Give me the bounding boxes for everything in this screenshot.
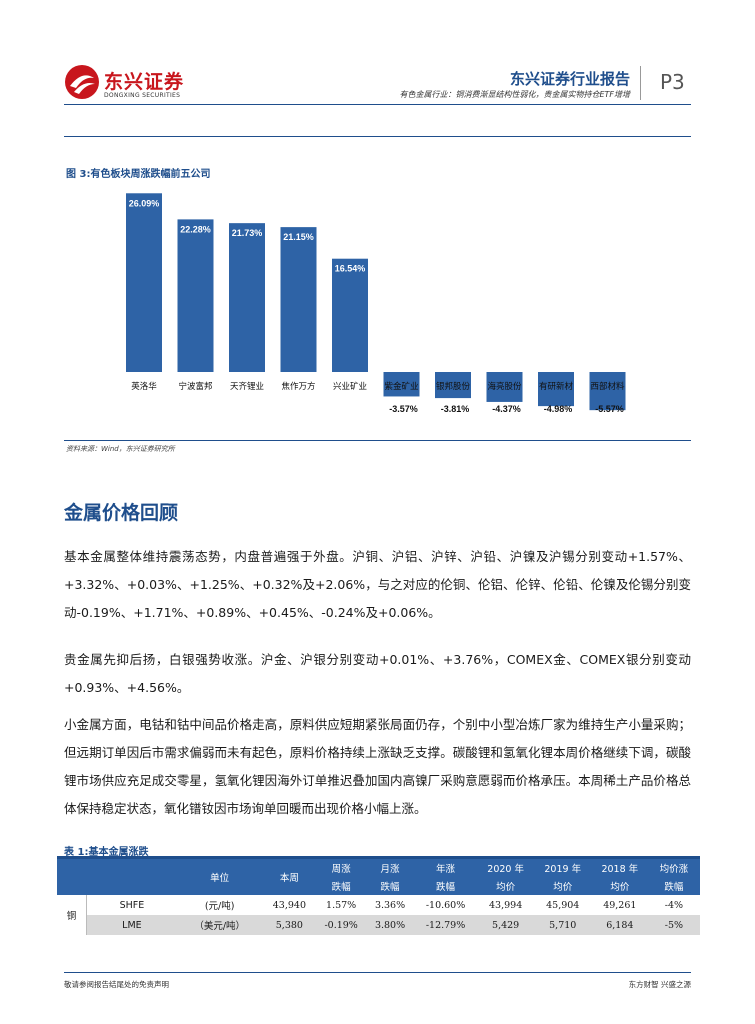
category-label: 银邦股份 <box>436 381 471 392</box>
cell-month: 3.36% <box>374 899 406 911</box>
bar-chart: 26.09% 英洛华 22.28% 宁波富邦 21.73% 天齐锂业 21.15% 焦作万方 1… <box>126 193 626 414</box>
cell-2019: 45,904 <box>546 899 580 911</box>
header-month-sub: 跌幅 <box>366 877 414 895</box>
metal-label: 铜 <box>57 895 88 935</box>
report-title: 东兴证券行业报告 <box>509 70 630 88</box>
header-2019-sub: 均价 <box>534 877 592 895</box>
section-title: 金属价格回顾 <box>64 502 179 524</box>
cell-current: 5,380 <box>262 915 317 935</box>
bar-1 <box>177 219 214 372</box>
cell-unit: (元/吨) <box>204 901 235 912</box>
header-year-sub: 跌幅 <box>413 877 478 895</box>
header-2020: 2020 年 <box>477 859 535 877</box>
cell-month: 3.80% <box>366 915 414 935</box>
footer-rule <box>64 972 691 973</box>
bar-7 <box>486 372 523 402</box>
category-label: 紫金矿业 <box>384 381 418 392</box>
header-2018: 2018 年 <box>591 859 649 877</box>
category-label: 英洛华 <box>131 381 157 392</box>
bar-value-label: 26.09% <box>129 198 160 208</box>
bar-value-label: -3.81% <box>441 404 470 414</box>
paragraph-minor-metals: 小金属方面，电钴和钴中间品价格走高，原料供应短期紧张局面仍存，个别中小型冶炼厂家… <box>64 717 691 816</box>
cell-avg: -4% <box>664 899 684 911</box>
header-unit: 单位 <box>176 859 263 895</box>
header-divider <box>640 66 641 100</box>
cell-current: 43,940 <box>272 899 306 911</box>
logo-text-cn: 东兴证券 <box>104 71 185 93</box>
bar-8 <box>538 372 574 407</box>
figure-source: 资料来源：Wind，东兴证券研究所 <box>66 445 175 453</box>
paragraph-base-metals: 基本金属整体维持震荡态势，内盘普遍强于外盘。沪铜、沪铝、沪锌、沪铅、沪镍及沪锡分… <box>64 549 691 620</box>
header-2019: 2019 年 <box>534 859 592 877</box>
table-row: 铜 SHFE (元/吨) 43,940 1.57% 3.36% -10.60% … <box>57 895 700 935</box>
cell-2018: 49,261 <box>603 899 637 911</box>
table-header-row-2: 跌幅 跌幅 跌幅 均价 均价 均价 跌幅 <box>57 877 700 895</box>
header-month: 月涨 <box>366 859 414 877</box>
cell-exchange: LME <box>86 915 177 935</box>
category-label: 西部材料 <box>590 381 625 392</box>
bar-value-label: -3.57% <box>389 404 418 414</box>
header-rule <box>64 104 691 105</box>
footer-slogan: 东方财智 兴盛之源 <box>628 980 691 989</box>
header-week-sub: 跌幅 <box>316 877 367 895</box>
category-label: 宁波富邦 <box>178 381 213 392</box>
header-rule-2 <box>64 136 691 137</box>
bar-9 <box>589 372 626 411</box>
bar-6 <box>435 372 471 399</box>
category-label: 兴业矿业 <box>333 381 367 392</box>
cell-year: -10.60% <box>425 899 466 911</box>
table-header-row-1: 单位 本周 周涨 月涨 年涨 2020 年 2019 年 2018 年 均价涨 <box>57 859 700 895</box>
bar-2 <box>229 223 265 372</box>
header-2020-sub: 均价 <box>477 877 535 895</box>
cell-2020: 43,994 <box>489 899 523 911</box>
cell-2019: 5,710 <box>534 915 592 935</box>
header-year: 年涨 <box>413 859 478 877</box>
bar-value-label: -4.98% <box>544 404 573 414</box>
metals-table: 单位 本周 周涨 月涨 年涨 2020 年 2019 年 2018 年 均价涨 … <box>57 859 700 935</box>
footer-disclaimer: 敬请参阅报告结尾处的免责声明 <box>64 980 169 989</box>
bar-value-label: -5.57% <box>595 404 624 414</box>
header-2018-sub: 均价 <box>591 877 649 895</box>
cell-2018: 6,184 <box>591 915 649 935</box>
paragraph-precious-metals: 贵金属先抑后扬，白银强势收涨。沪金、沪银分别变动+0.01%、+3.76%，CO… <box>64 652 691 695</box>
header-avg-change-sub: 跌幅 <box>648 877 700 895</box>
cell-week: -0.19% <box>316 915 367 935</box>
logo-emblem-icon <box>65 65 99 99</box>
bar-value-label: 21.73% <box>232 228 263 238</box>
cell-2020: 5,429 <box>477 915 535 935</box>
cell-avg: -5% <box>648 915 700 935</box>
cell-week: 1.57% <box>326 899 357 911</box>
bar-value-label: 22.28% <box>180 224 211 234</box>
figure-bottom-rule <box>64 440 691 441</box>
bar-5 <box>383 372 420 397</box>
category-label: 有研新材 <box>539 381 574 392</box>
category-label: 海亮股份 <box>487 381 522 392</box>
bar-0 <box>126 193 162 372</box>
bar-value-label: 16.54% <box>335 264 366 274</box>
bar-value-label: 21.15% <box>283 232 314 242</box>
category-label: 焦作万方 <box>281 381 315 392</box>
figure-title: 图 3:有色板块周涨跌幅前五公司 <box>66 169 211 180</box>
cell-exchange: SHFE <box>119 899 145 911</box>
table-top-rule <box>57 856 700 859</box>
header-avg-change: 均价涨 <box>648 859 700 877</box>
header-current: 本周 <box>262 859 317 895</box>
bar-4 <box>332 258 368 372</box>
page-number: P3 <box>660 70 685 94</box>
category-label: 天齐锂业 <box>230 381 264 392</box>
header-week: 周涨 <box>316 859 367 877</box>
cell-year: -12.79% <box>413 915 478 935</box>
table-title: 表 1:基本金属涨跌 <box>64 847 149 858</box>
report-subtitle: 有色金属行业：铜消费渐显结构性弱化，贵金属实物持仓ETF增增 <box>399 90 630 99</box>
bar-value-label: -4.37% <box>492 404 521 414</box>
header-blank <box>57 859 87 895</box>
bar-3 <box>280 227 317 372</box>
cell-unit: （美元/吨） <box>176 915 263 935</box>
logo-text-en: DONGXING SECURITIES <box>104 92 181 99</box>
table-row: LME （美元/吨） 5,380 -0.19% 3.80% -12.79% 5,… <box>57 915 700 935</box>
